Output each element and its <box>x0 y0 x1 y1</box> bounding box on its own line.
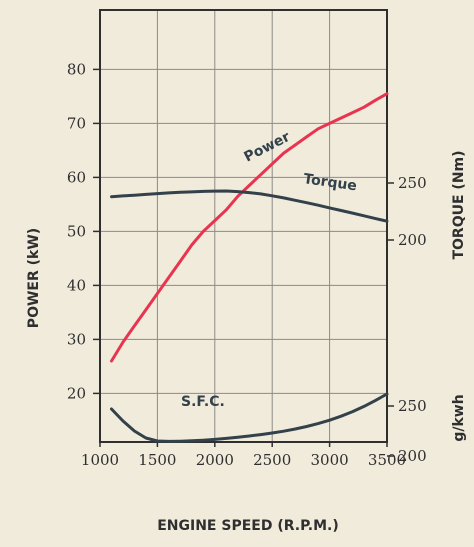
torque-tick-label: 250 <box>398 174 427 192</box>
x-tick-label: 3000 <box>311 451 349 469</box>
sfc-tick-label: 250 <box>398 397 427 415</box>
power-line <box>110 92 389 363</box>
power-series-label: Power <box>242 129 293 166</box>
x-tick-label: 1000 <box>81 451 119 469</box>
right-axis-ticks: 200 250 200 250 <box>387 174 427 465</box>
grid-lines <box>100 10 387 442</box>
x-axis-title: ENGINE SPEED (R.P.M.) <box>157 518 339 534</box>
power-tick-label: 30 <box>67 330 86 348</box>
power-tick-label: 40 <box>67 276 86 294</box>
torque-series-label: Torque <box>302 171 357 194</box>
torque-tick-label: 200 <box>398 231 427 249</box>
x-tick-label: 2000 <box>196 451 234 469</box>
sfc-tick-label: 200 <box>398 447 427 465</box>
power-tick-label: 50 <box>67 222 86 240</box>
torque-line <box>110 189 389 223</box>
power-axis-title: POWER (kW) <box>26 228 42 328</box>
sfc-axis-title: g/kwh <box>451 394 467 441</box>
power-axis-ticks: 20 30 40 50 60 70 80 <box>67 60 100 402</box>
power-tick-label: 20 <box>67 384 86 402</box>
power-tick-label: 80 <box>67 60 86 78</box>
series-lines <box>110 92 389 443</box>
x-tick-label: 1500 <box>138 451 176 469</box>
torque-axis-title: TORQUE (Nm) <box>451 150 467 259</box>
power-tick-label: 60 <box>67 168 86 186</box>
sfc-series-label: S.F.C. <box>181 394 225 410</box>
power-tick-label: 70 <box>67 114 86 132</box>
x-axis-ticks: 1000 1500 2000 2500 3000 3500 <box>81 442 406 469</box>
plot-frame <box>99 9 388 443</box>
x-tick-label: 3500 <box>368 451 406 469</box>
s-f-c-line <box>110 392 389 443</box>
x-tick-label: 2500 <box>253 451 291 469</box>
